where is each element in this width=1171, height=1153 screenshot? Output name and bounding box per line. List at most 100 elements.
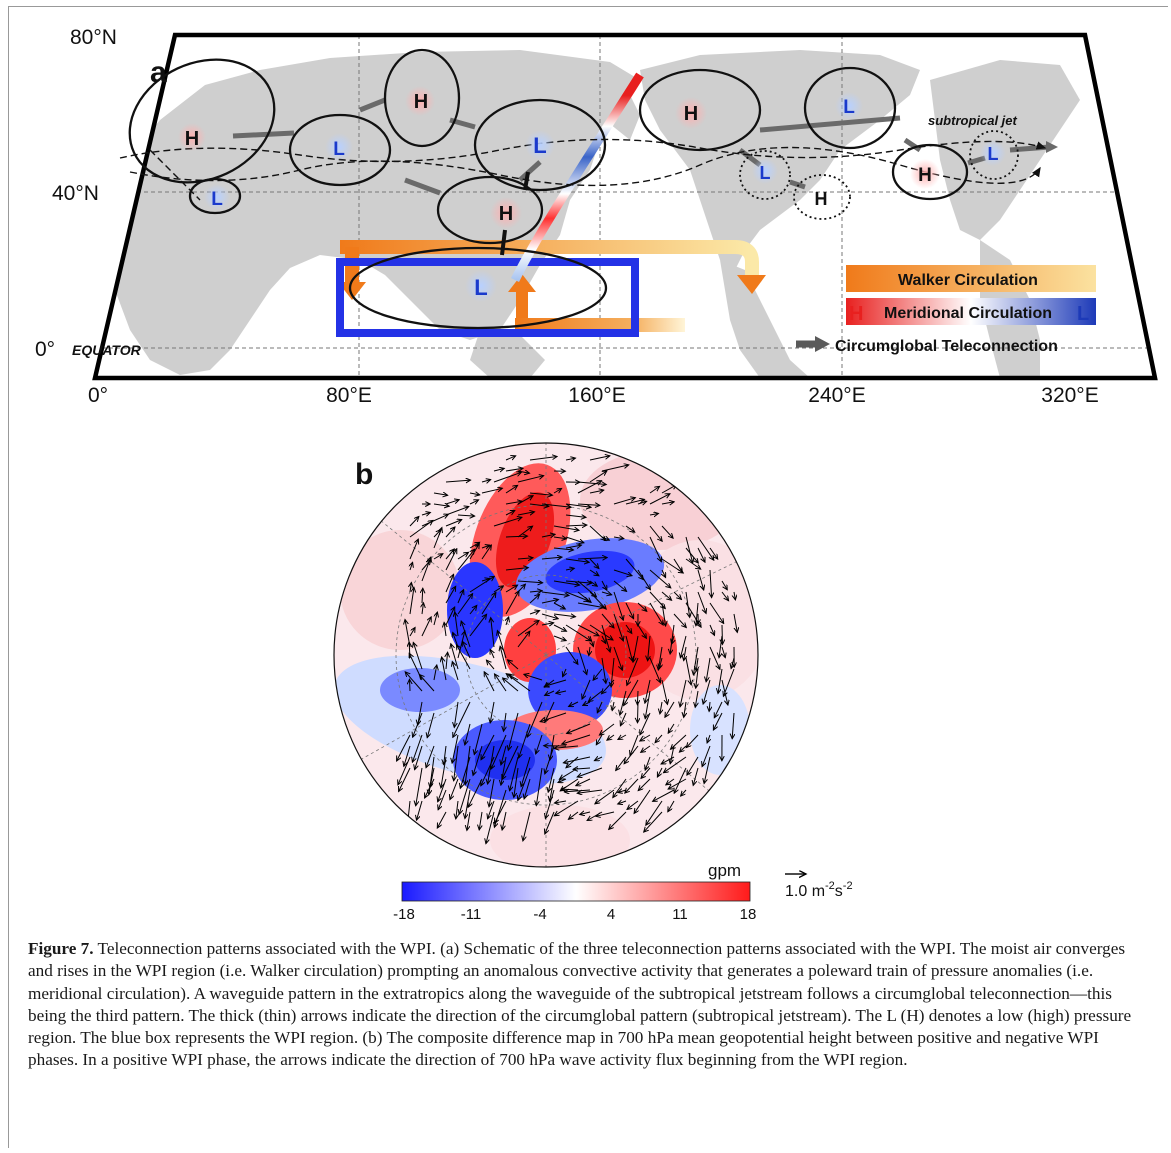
flux-vector [457,549,475,571]
dotted-ellipses [739,130,1019,220]
flux-vector [545,690,555,695]
flux-vector [456,800,458,819]
flux-vector [709,624,715,635]
flux-vector [553,525,579,530]
flux-vector [417,800,423,820]
flux-vector [541,591,569,596]
flux-vector [563,668,566,677]
flux-vector [529,591,542,592]
flux-vector [524,674,543,681]
flux-vector [721,591,729,601]
flux-vector [577,504,600,505]
flux-vector [601,592,612,595]
flux-vector [668,723,675,733]
flux-vector [696,657,698,671]
flux-vector [697,547,705,562]
lat-label-40n: 40°N [52,182,99,205]
caption-text: Teleconnection patterns associated with … [28,939,1132,1070]
flux-vector [661,525,673,538]
flux-vector [565,558,589,562]
flux-vector [481,756,495,786]
flux-vector [589,525,606,541]
flux-vector [661,679,668,704]
flux-vector [596,734,603,745]
flux-vector [488,800,495,819]
flux-vector [553,635,566,641]
flux-vector [637,624,646,638]
flux-vector [514,767,519,797]
center-h-3: H [499,203,513,225]
flux-vector [709,701,710,711]
panel-b: b [333,442,853,923]
flux-vector [481,579,490,581]
flux-vector [493,472,521,483]
flux-vector [704,756,711,784]
meridional-circulation-arc [510,72,644,283]
flux-vector [566,756,579,768]
flux-vector [433,554,443,560]
flux-vector [493,586,503,593]
flux-vector [596,811,615,816]
flux-vector [661,591,672,600]
flux-vector [637,602,647,611]
flux-vector [419,675,435,692]
flux-vector [536,734,543,754]
flux-vector [671,734,687,749]
flux-vector [415,745,423,770]
flux-vector [426,745,435,768]
flux-vector [541,557,562,559]
flux-vector [719,635,723,658]
flux-vector [502,745,519,780]
flux-vector [695,690,698,707]
flux-vector [577,558,607,560]
flux-vector [490,649,494,659]
flux-vector [468,778,483,807]
flux-vector [495,800,507,823]
flux-vector [588,690,603,702]
flux-vector [665,701,675,717]
flux-vector [601,465,629,472]
flux-vector [668,778,687,789]
flux-vector [684,646,686,661]
flux-vector [681,789,687,796]
flux-vector [421,557,431,582]
flux-vector [645,756,651,770]
flux-vector [602,679,615,694]
center-l-6: L [843,97,855,118]
center-l-2: L [333,139,345,160]
flux-vector [553,537,567,539]
flux-vector [638,701,639,723]
flux-vector [607,734,615,740]
flux-vector [649,602,663,625]
lat-label-0: 0° [35,338,55,361]
colorbar-tick-5: 11 [672,906,688,923]
meridional-legend-swatch [846,298,1096,325]
flux-vector [484,672,495,692]
flux-vector [517,496,533,505]
flux-vector [500,646,507,670]
flux-vector [425,778,435,798]
flux-vector [503,678,519,692]
flux-vector [637,569,650,590]
flux-vector [510,756,519,791]
flux-vector [612,701,614,711]
flux-vector [469,493,480,495]
flux-vector [501,745,507,765]
flux-vector [569,701,579,707]
flux-vector [661,502,674,504]
flux-vector [409,517,419,527]
flux-vector [553,548,574,550]
flux-vector [444,622,446,637]
flux-vector [421,514,448,527]
flux-vector [505,511,515,516]
flux-vector [413,712,423,737]
flux-vector [445,507,469,516]
flux-vector [433,528,442,549]
flux-vector [613,591,623,620]
flux-vector [718,668,723,694]
flux-vector [597,701,603,713]
flux-vector [452,662,459,681]
flux-vector [430,767,435,788]
flux-vector [457,594,473,615]
flux-vector [673,558,682,572]
